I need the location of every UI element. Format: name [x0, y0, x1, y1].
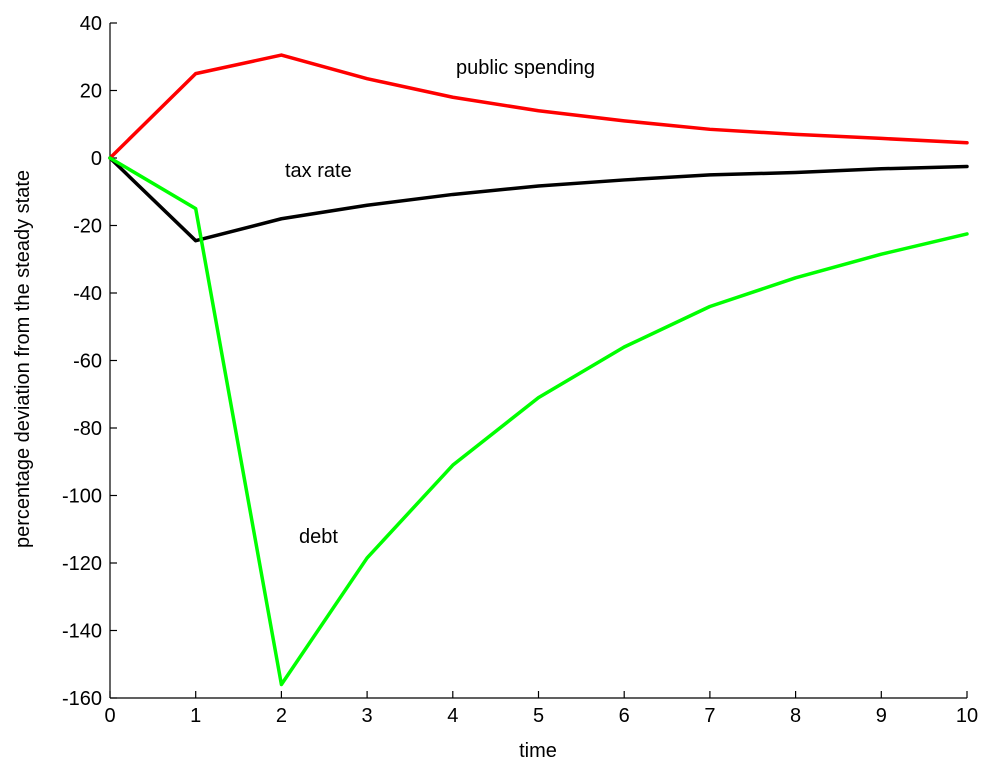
y-tick-label: -60	[73, 351, 102, 373]
x-axis-label: time	[519, 740, 557, 762]
series-line-public-spending	[108, 53, 969, 160]
y-axis-label: percentage deviation from the steady sta…	[12, 170, 34, 548]
y-tick-label: -120	[62, 553, 102, 575]
x-tick-label: 3	[362, 705, 373, 727]
x-tick-label: 0	[104, 705, 115, 727]
x-tick-label: 7	[704, 705, 715, 727]
series-layer	[108, 53, 969, 687]
annotations: public spending tax rate debt	[285, 57, 595, 548]
y-tick-label: -20	[73, 216, 102, 238]
y-tick-label: 20	[80, 81, 102, 103]
annotation-tax-rate: tax rate	[285, 160, 352, 182]
y-tick-label: -80	[73, 418, 102, 440]
annotation-public-spending: public spending	[456, 57, 595, 79]
x-tick-label: 4	[447, 705, 458, 727]
series-line-debt	[108, 156, 969, 687]
y-tick-label: 0	[91, 148, 102, 170]
y-tick-label: -160	[62, 688, 102, 710]
x-tick-label: 9	[876, 705, 887, 727]
x-tick-label: 1	[190, 705, 201, 727]
annotation-debt: debt	[299, 526, 338, 548]
x-tick-label: 5	[533, 705, 544, 727]
x-tick-label: 8	[790, 705, 801, 727]
x-tick-label: 2	[276, 705, 287, 727]
x-tick-label: 6	[619, 705, 630, 727]
y-tick-label: -100	[62, 486, 102, 508]
y-tick-label: -40	[73, 283, 102, 305]
x-tick-label: 10	[956, 705, 978, 727]
series-line-tax-rate	[108, 156, 969, 243]
y-tick-label: -140	[62, 621, 102, 643]
y-tick-label: 40	[80, 13, 102, 35]
